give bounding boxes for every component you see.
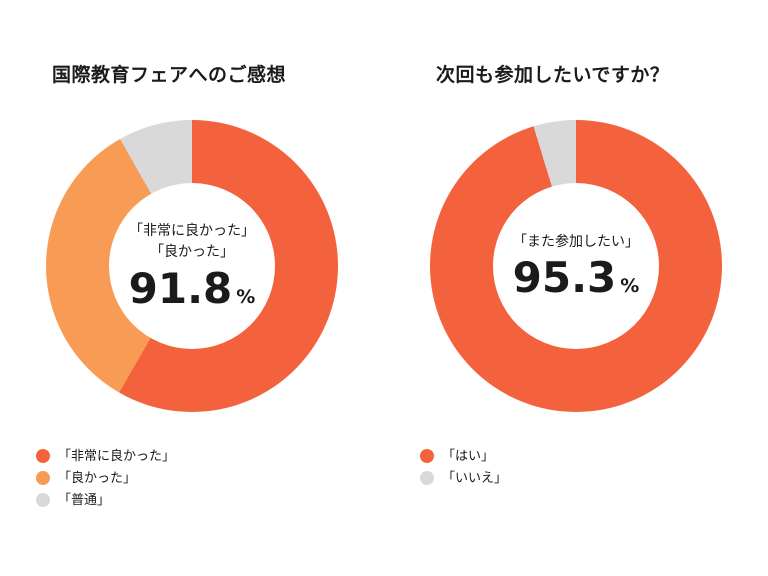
- center-label-line: 「また参加したい」: [513, 233, 639, 250]
- donut-chart-feedback: 「非常に良かった」 「良かった」 91.8%: [46, 120, 338, 412]
- legend-swatch-icon: [36, 471, 50, 485]
- chart-title-feedback: 国際教育フェアへのご感想: [52, 64, 287, 86]
- legend-feedback: 「非常に良かった」 「良かった」 「普通」: [36, 449, 175, 515]
- legend-swatch-icon: [36, 449, 50, 463]
- percent-number: 91.8: [128, 264, 233, 314]
- percent-sign: %: [236, 286, 256, 309]
- legend-label: 「いいえ」: [442, 470, 508, 486]
- legend-swatch-icon: [420, 471, 434, 485]
- legend-item: 「はい」: [420, 449, 507, 463]
- donut-center-value: 95.3%: [513, 256, 640, 300]
- legend-item: 「良かった」: [36, 471, 175, 485]
- center-label-line: 「良かった」: [150, 244, 234, 261]
- legend-label: 「はい」: [442, 448, 495, 464]
- legend-swatch-icon: [36, 493, 50, 507]
- percent-sign: %: [620, 275, 640, 298]
- center-label-line: 「非常に良かった」: [129, 222, 255, 239]
- legend-label: 「普通」: [58, 492, 111, 508]
- chart-section-feedback: 国際教育フェアへのご感想 「非常に良かった」 「良かった」 91.8% 「非常に良…: [36, 64, 338, 515]
- donut-center-feedback: 「非常に良かった」 「良かった」 91.8%: [109, 183, 275, 349]
- legend-item: 「いいえ」: [420, 471, 507, 485]
- percent-number: 95.3: [512, 253, 617, 303]
- donut-center-labels: 「また参加したい」: [513, 232, 639, 254]
- legend-label: 「非常に良かった」: [58, 448, 176, 464]
- legend-swatch-icon: [420, 449, 434, 463]
- chart-section-next-time: 次回も参加したいですか？ 「また参加したい」 95.3% 「はい」「いいえ」: [384, 0, 768, 576]
- donut-center-value: 91.8%: [129, 267, 256, 311]
- legend-item: 「非常に良かった」: [36, 449, 175, 463]
- donut-center-labels: 「非常に良かった」 「良かった」: [129, 221, 255, 264]
- chart-title-next-time: 次回も参加したいですか？: [436, 64, 670, 86]
- donut-chart-next-time: 「また参加したい」 95.3%: [430, 120, 722, 412]
- legend-next-time: 「はい」 「いいえ」: [420, 449, 507, 493]
- legend-item: 「普通」: [36, 493, 175, 507]
- legend-label: 「良かった」: [58, 470, 137, 486]
- donut-center-next-time: 「また参加したい」 95.3%: [493, 183, 659, 349]
